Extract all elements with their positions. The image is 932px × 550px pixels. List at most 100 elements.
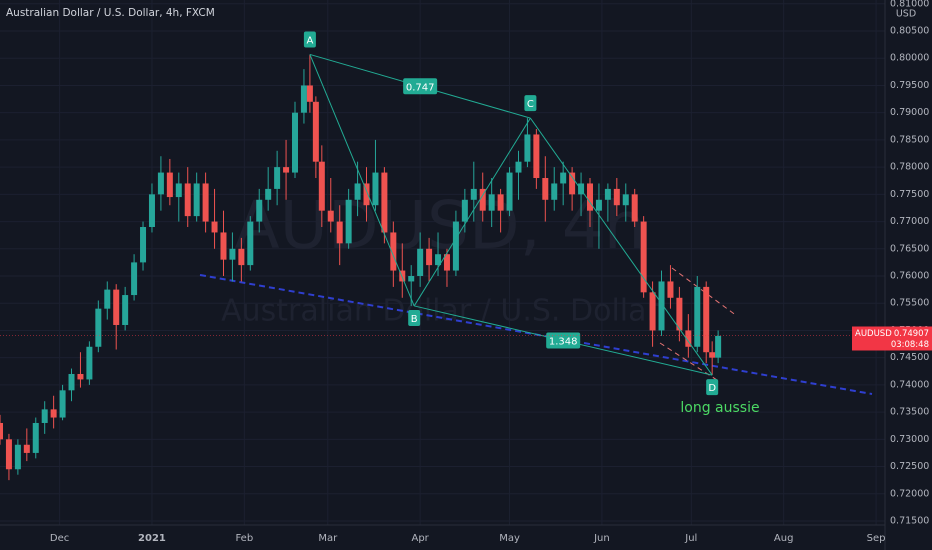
x-tick-label: Apr — [411, 533, 429, 544]
channel-line — [659, 342, 721, 383]
candle-body — [68, 373, 75, 391]
y-tick-label: 0.72500 — [890, 461, 929, 472]
y-tick-label: 0.76000 — [890, 271, 929, 282]
candle-body — [461, 199, 468, 222]
point-label: A — [306, 35, 313, 46]
candle-body — [336, 221, 343, 244]
y-tick-label: 0.77000 — [890, 216, 929, 227]
candle-body — [426, 248, 433, 266]
candle-body — [184, 183, 191, 217]
x-tick-label: Sep — [867, 533, 886, 544]
candle-body — [211, 221, 218, 233]
x-tick-label: Mar — [318, 533, 338, 544]
y-tick-label: 0.79500 — [890, 80, 929, 91]
candle-body — [229, 248, 236, 260]
candle-body — [604, 188, 611, 200]
candle-body — [715, 335, 722, 358]
candle-body — [667, 281, 674, 298]
point-label: C — [527, 99, 534, 110]
candle-body — [488, 194, 495, 211]
candle-body — [542, 178, 549, 200]
candle-body — [41, 409, 48, 423]
pattern-leg — [309, 54, 415, 307]
y-tick-label: 0.80000 — [890, 53, 929, 64]
candle-body — [345, 199, 352, 244]
candle-body — [390, 232, 397, 271]
candle-body — [122, 295, 129, 325]
watermark-symbol: AUDUSD, 4h — [234, 187, 645, 264]
candle-body — [202, 183, 209, 222]
point-box — [408, 309, 421, 326]
x-tick-label: Feb — [235, 533, 253, 544]
candle-body — [32, 422, 39, 453]
y-tick-label: 0.73500 — [890, 407, 929, 418]
candle-body — [703, 286, 710, 353]
watermark-name: Australian Dollar / U.S. Dollar — [221, 294, 659, 329]
candle-body — [470, 188, 477, 200]
ratio-box — [546, 332, 581, 349]
candle-body — [157, 172, 164, 195]
candle-body — [300, 85, 307, 113]
y-tick-label: 0.71500 — [890, 515, 929, 526]
candle-body — [193, 183, 200, 217]
candle-body — [479, 188, 486, 211]
candle-body — [50, 409, 57, 418]
candle-body — [435, 254, 442, 266]
ratio-label: 1.348 — [549, 337, 578, 348]
candle-body — [658, 281, 665, 331]
candle-body — [0, 422, 3, 440]
candle-body — [363, 183, 370, 206]
annotation: long aussie — [680, 400, 759, 416]
y-tick-label: 0.72000 — [890, 488, 929, 499]
candle-body — [551, 183, 558, 200]
candle-body — [327, 210, 334, 222]
candle-body — [515, 161, 522, 173]
ratio-box — [403, 78, 438, 95]
candle-body — [104, 289, 111, 309]
candle-body — [694, 286, 701, 347]
point-box — [524, 95, 537, 112]
y-tick-label: 0.79000 — [890, 107, 929, 118]
point-box — [303, 31, 316, 48]
pattern-leg — [529, 117, 713, 376]
candle-body — [318, 161, 325, 211]
candle-body — [306, 85, 313, 102]
candle-body — [587, 183, 593, 211]
candle-body — [613, 188, 620, 206]
candle-body — [283, 167, 290, 173]
point-label: D — [708, 383, 716, 394]
candle-body — [292, 112, 298, 173]
candle-body — [354, 183, 361, 200]
candle-body — [166, 172, 173, 198]
candle-body — [312, 101, 319, 162]
candle-body — [247, 221, 254, 266]
pattern-leg — [413, 117, 531, 307]
candle-body — [533, 134, 540, 179]
candle-body — [417, 248, 424, 277]
y-tick-label: 0.74500 — [890, 352, 929, 363]
candle-body — [77, 373, 84, 380]
x-tick-label: Aug — [774, 533, 794, 544]
y-tick-label: 0.78000 — [890, 162, 929, 173]
time-axis — [0, 525, 932, 550]
candle-body — [408, 276, 415, 282]
candle-body — [497, 194, 504, 211]
candle-body — [560, 172, 567, 184]
candle-body — [640, 221, 647, 293]
candle-body — [131, 262, 138, 296]
candle-body — [443, 254, 450, 271]
last-price-value: 0.74907 — [894, 329, 929, 339]
candle-body — [95, 308, 102, 347]
candle-body — [148, 194, 155, 228]
candle-body — [622, 194, 629, 206]
candles — [0, 54, 722, 481]
candle-body — [220, 232, 227, 260]
point-label: B — [411, 314, 418, 325]
candle-body — [595, 199, 602, 211]
harmonic-pattern: 0.747 1.348 A B C D — [303, 31, 719, 396]
candle-body — [524, 134, 531, 162]
x-tick-label: Jun — [593, 533, 610, 544]
y-tick-label: 0.74000 — [890, 379, 929, 390]
point-box — [706, 379, 719, 396]
